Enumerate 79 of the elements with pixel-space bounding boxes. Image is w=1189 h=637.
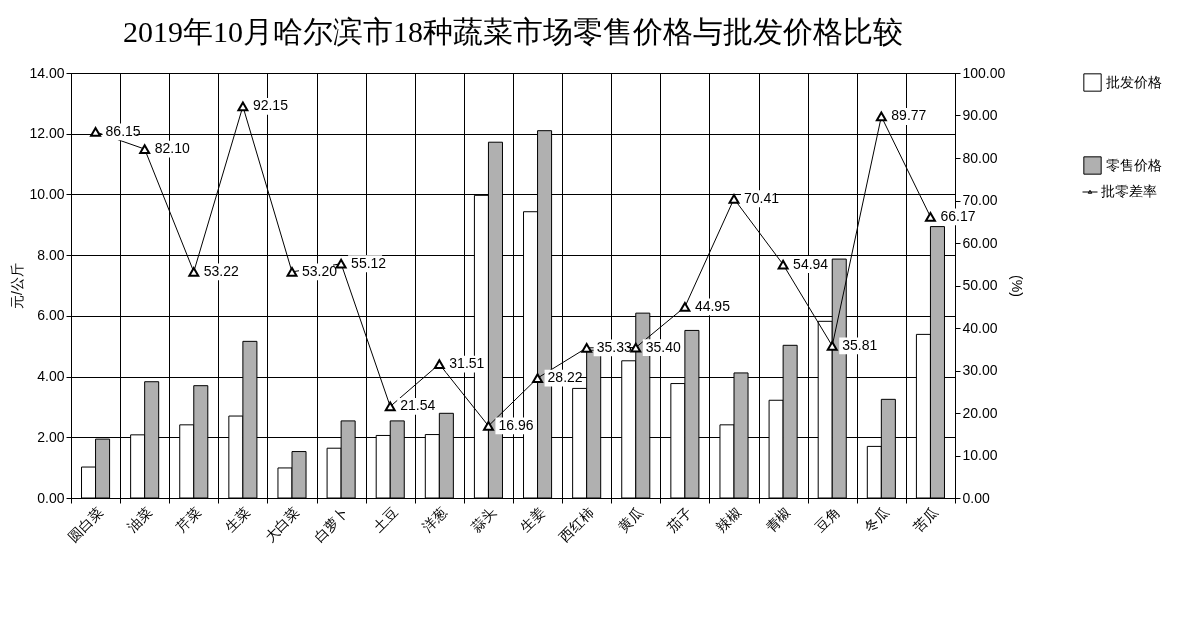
x-tick-label: 圆白菜 (64, 504, 106, 546)
y2-tick-label: 100.00 (962, 64, 1006, 81)
data-label: 66.17 (940, 207, 976, 224)
x-tick-label: 青椒 (762, 504, 794, 536)
y2-tick-label: 20.00 (962, 404, 998, 421)
data-label: 92.15 (252, 97, 289, 114)
legend-label: 批发价格 (1106, 73, 1162, 90)
point (433, 359, 445, 369)
legend-label: 零售价格 (1106, 156, 1162, 173)
x-tick-label: 辣椒 (713, 504, 745, 536)
data-label: 70.41 (744, 189, 780, 206)
x-tick-label: 洋葱 (418, 504, 450, 536)
chart-title: 2019年10月哈尔滨市18种蔬菜市场零售价格与批发价格比较 (123, 15, 903, 48)
point (679, 302, 691, 312)
y-tick-label: 10.00 (29, 185, 65, 202)
point (630, 342, 642, 353)
data-label: 89.77 (891, 107, 927, 124)
data-label: 21.54 (400, 397, 436, 414)
data-label: 28.22 (547, 369, 583, 386)
data-label: 16.96 (498, 416, 534, 433)
point (384, 401, 396, 412)
data-label: 82.10 (154, 140, 190, 157)
point (826, 340, 838, 351)
y2-tick-label: 60.00 (962, 234, 998, 251)
x-tick-label: 生姜 (516, 504, 548, 536)
y2-tick-label: 80.00 (962, 149, 998, 166)
y2-tick-label: 90.00 (962, 107, 998, 123)
x-tick-label: 芹菜 (173, 504, 205, 536)
point (581, 342, 593, 353)
point (924, 211, 936, 222)
y-tick-label: 12.00 (29, 125, 65, 142)
data-label: 44.95 (694, 297, 731, 314)
point (532, 373, 544, 383)
data-label: 31.51 (449, 355, 485, 372)
x-tick-label: 生菜 (222, 504, 254, 536)
y2-tick-label: 70.00 (962, 192, 998, 208)
x-tick-label: 豆角 (811, 504, 843, 536)
y2-tick-label: 50.00 (962, 277, 998, 293)
x-tick-label: 苦瓜 (909, 504, 941, 536)
data-label: 53.22 (203, 262, 240, 279)
y-tick-label: 0.00 (37, 489, 65, 506)
x-tick-label: 冬瓜 (860, 504, 892, 536)
x-tick-label: 大白菜 (261, 504, 303, 546)
data-label: 35.33 (596, 338, 632, 355)
y2-tick-label: 10.00 (962, 447, 998, 463)
point (237, 101, 249, 112)
point (286, 267, 298, 277)
x-tick-label: 土豆 (369, 504, 401, 536)
point (90, 126, 102, 137)
point (188, 266, 200, 277)
y-tick-label: 4.00 (37, 368, 65, 385)
x-tick-label: 茄子 (664, 504, 696, 536)
y-tick-label: 2.00 (37, 428, 65, 445)
x-tick-label: 白萝卜 (310, 504, 352, 546)
x-tick-label: 油菜 (123, 504, 156, 536)
point (728, 193, 740, 204)
point (482, 421, 494, 431)
data-label: 86.15 (105, 122, 141, 139)
y2-axis-title: (%) (1009, 275, 1026, 297)
x-tick-label: 黄瓜 (615, 504, 647, 536)
y-tick-label: 8.00 (37, 246, 65, 263)
point (875, 111, 887, 122)
point (777, 259, 789, 270)
x-tick-label: 西红柿 (556, 504, 598, 546)
legend-label: 批零差率 (1101, 183, 1157, 199)
y2-tick-label: 30.00 (962, 362, 998, 378)
y-tick-label: 6.00 (37, 307, 65, 324)
y-axis-title: 元/公斤 (9, 263, 26, 309)
data-label: 55.12 (351, 254, 387, 271)
data-label: 53.20 (302, 262, 338, 279)
y2-tick-label: 0.00 (962, 489, 990, 506)
y-tick-label: 14.00 (29, 64, 65, 81)
y2-tick-label: 40.00 (962, 319, 998, 336)
data-label: 54.94 (793, 255, 829, 272)
data-label: 35.81 (842, 336, 878, 353)
x-tick-label: 蒜头 (467, 504, 499, 536)
point (139, 144, 151, 154)
data-label: 35.40 (645, 338, 682, 355)
point (335, 258, 347, 269)
